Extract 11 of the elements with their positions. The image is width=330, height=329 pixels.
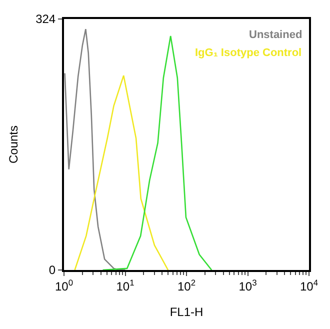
y-axis-title: Counts [6, 125, 20, 164]
x-tick-label: 10$^{1}$ [116, 277, 135, 294]
x-tick-label: 10$^{4}$ [300, 277, 318, 294]
text: Unstained [249, 29, 302, 41]
x-tick-label: 10$^{0}$ [54, 277, 74, 294]
x-tick-label: 10$^{2}$ [177, 277, 196, 294]
x-axis-title: FL1-H [170, 304, 204, 319]
y-tick-label: 324 [36, 12, 56, 26]
x-tick-label: 10$^{3}$ [238, 277, 258, 294]
y-tick-label: 0 [48, 263, 56, 278]
text: IgG₁ Isotype Control [195, 47, 302, 59]
